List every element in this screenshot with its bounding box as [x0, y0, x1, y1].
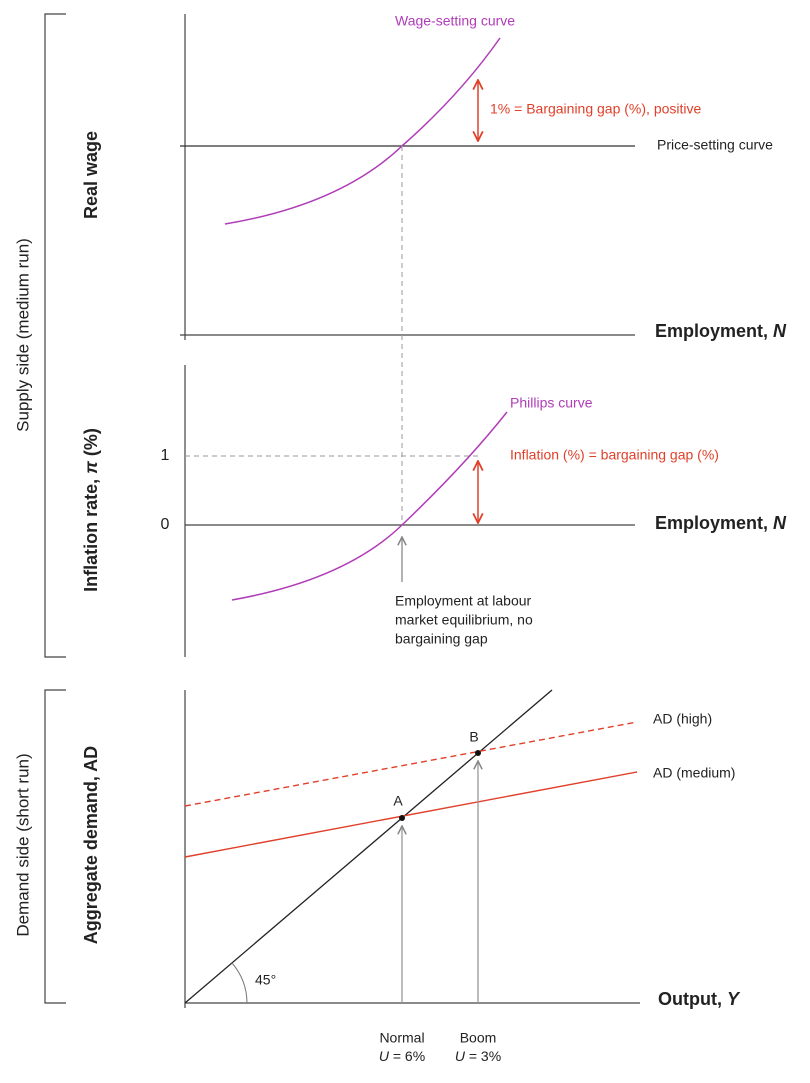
- label-var: U: [379, 1048, 390, 1064]
- axis-label: Output, Y: [658, 989, 741, 1009]
- outcome-label: U = 3%: [455, 1048, 501, 1064]
- axis-label: Employment, N: [655, 321, 787, 341]
- label-var: N: [773, 321, 787, 341]
- bracket: [44, 13, 66, 658]
- label-text: = 6%: [389, 1048, 425, 1064]
- axis-label: Inflation rate, π (%): [81, 428, 101, 592]
- line-label: AD (medium): [653, 765, 735, 781]
- 45-degree-line: [184, 689, 553, 1004]
- phillips-curve: [231, 411, 508, 601]
- outcome-label: Boom: [460, 1030, 497, 1046]
- label-var: N: [773, 513, 787, 533]
- label-text: (%): [81, 428, 101, 461]
- label-var: π: [81, 461, 101, 474]
- point-label: B: [469, 729, 478, 745]
- label-text: Employment,: [655, 513, 773, 533]
- label-text: Employment,: [655, 321, 773, 341]
- tick-label: 1: [161, 447, 170, 464]
- bracket: [44, 689, 66, 1004]
- angle-arc: [231, 962, 248, 1004]
- label-text: = 3%: [465, 1048, 501, 1064]
- line-label: AD (high): [653, 711, 712, 727]
- outcome-label: Normal: [379, 1030, 424, 1046]
- note: bargaining gap: [395, 631, 488, 647]
- note: Employment at labour: [395, 593, 532, 609]
- ad-high-line: [184, 721, 638, 807]
- label-text: Inflation rate,: [81, 474, 101, 592]
- side-label: Supply side (medium run): [13, 238, 32, 432]
- ad-medium-line: [184, 771, 638, 858]
- label-var: Y: [727, 989, 741, 1009]
- side-label: Demand side (short run): [13, 753, 32, 936]
- note: market equilibrium, no: [395, 612, 533, 628]
- point: [399, 815, 405, 821]
- outcome-label: U = 6%: [379, 1048, 425, 1064]
- gap-label: 1% = Bargaining gap (%), positive: [490, 101, 701, 117]
- wage-setting-curve: [224, 37, 501, 225]
- axis-label: Aggregate demand, AD: [81, 746, 101, 944]
- axis-label: Employment, N: [655, 513, 787, 533]
- gap-label: Inflation (%) = bargaining gap (%): [510, 447, 719, 463]
- label-text: Output,: [658, 989, 727, 1009]
- curve-label: Phillips curve: [510, 395, 593, 411]
- curve-label: Wage-setting curve: [395, 13, 515, 29]
- tick-label: 0: [161, 516, 170, 533]
- angle-label: 45°: [255, 972, 276, 988]
- axis-label: Real wage: [81, 131, 101, 219]
- curve-label: Price-setting curve: [657, 137, 773, 153]
- label-var: U: [455, 1048, 466, 1064]
- point-label: A: [393, 793, 403, 809]
- point: [475, 750, 481, 756]
